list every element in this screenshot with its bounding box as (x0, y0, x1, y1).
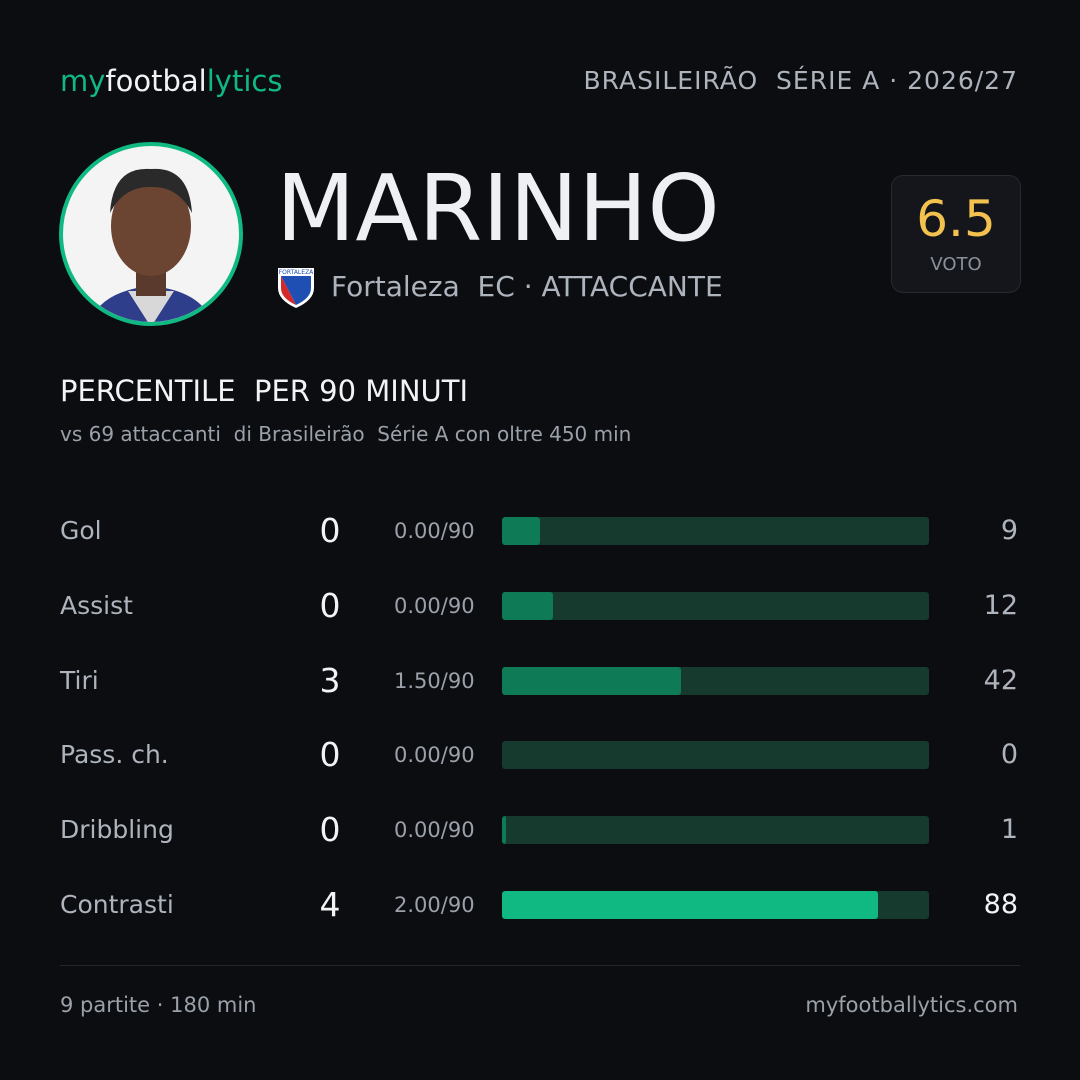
stat-total: 0 (319, 810, 341, 850)
stat-label: Gol (60, 516, 102, 545)
stat-percentile: 88 (983, 889, 1018, 920)
player-photo (59, 142, 243, 326)
rating-value: 6.5 (916, 190, 996, 248)
bar (502, 517, 541, 545)
divider (60, 965, 1020, 966)
logo-part: lytics (206, 64, 283, 98)
section-title: PERCENTILE PER 90 MINUTI (60, 374, 469, 408)
stat-percentile: 0 (1000, 739, 1018, 771)
club-role: Fortaleza EC · ATTACCANTE (331, 270, 723, 303)
crest-label: FORTALEZA (279, 269, 314, 276)
logo: myfootballytics (60, 64, 282, 98)
stat-total: 3 (319, 660, 341, 700)
stat-total: 0 (319, 511, 341, 550)
bar (502, 591, 554, 620)
rating-box: 6.5 VOTO (891, 175, 1021, 293)
bar (502, 666, 682, 695)
bar (502, 816, 507, 845)
bar-track (502, 816, 929, 845)
bar-track (502, 741, 929, 770)
stat-percentile: 12 (983, 589, 1018, 621)
bar-track (502, 891, 929, 919)
rating-label: VOTO (930, 254, 982, 275)
section-subtitle: vs 69 attaccanti di Brasileirão Série A … (60, 422, 632, 446)
stat-per90: 0.00/90 (394, 818, 475, 843)
stat-label: Pass. ch. (60, 740, 169, 770)
stat-total: 0 (319, 735, 341, 775)
stat-label: Tiri (60, 665, 99, 695)
stat-row: Dribbling 0 0.00/90 1 (0, 810, 1080, 850)
club-crest: FORTALEZA (278, 268, 314, 308)
footer-right: myfootballytics.com (805, 993, 1018, 1017)
bar-track (502, 517, 929, 545)
stat-per90: 1.50/90 (394, 668, 475, 693)
stat-row: Pass. ch. 0 0.00/90 0 (0, 735, 1080, 775)
stat-percentile: 42 (983, 664, 1018, 696)
stat-per90: 0.00/90 (394, 593, 475, 618)
stat-label: Assist (60, 590, 133, 620)
stat-row: Gol 0 0.00/90 9 (0, 511, 1080, 551)
logo-part: footbal (105, 64, 207, 98)
stat-row: Contrasti 4 2.00/90 88 (0, 885, 1080, 925)
competition: BRASILEIRÃO SÉRIE A · 2026/27 (583, 66, 1018, 95)
stat-label: Dribbling (60, 815, 174, 845)
bar-track (502, 666, 929, 695)
bar-track (502, 591, 929, 620)
stat-per90: 2.00/90 (394, 893, 475, 917)
stat-total: 4 (319, 885, 341, 924)
stat-per90: 0.00/90 (394, 743, 475, 768)
stat-label: Contrasti (60, 890, 174, 919)
stat-total: 0 (319, 585, 341, 625)
logo-part: my (60, 64, 106, 98)
stat-percentile: 9 (1000, 515, 1018, 546)
bar (502, 891, 878, 919)
footer-left: 9 partite · 180 min (60, 993, 257, 1017)
stat-per90: 0.00/90 (394, 519, 475, 543)
stat-row: Tiri 3 1.50/90 42 (0, 661, 1080, 701)
stat-percentile: 1 (1000, 814, 1018, 846)
stat-row: Assist 0 0.00/90 12 (0, 586, 1080, 626)
player-name: MARINHO (276, 155, 720, 262)
